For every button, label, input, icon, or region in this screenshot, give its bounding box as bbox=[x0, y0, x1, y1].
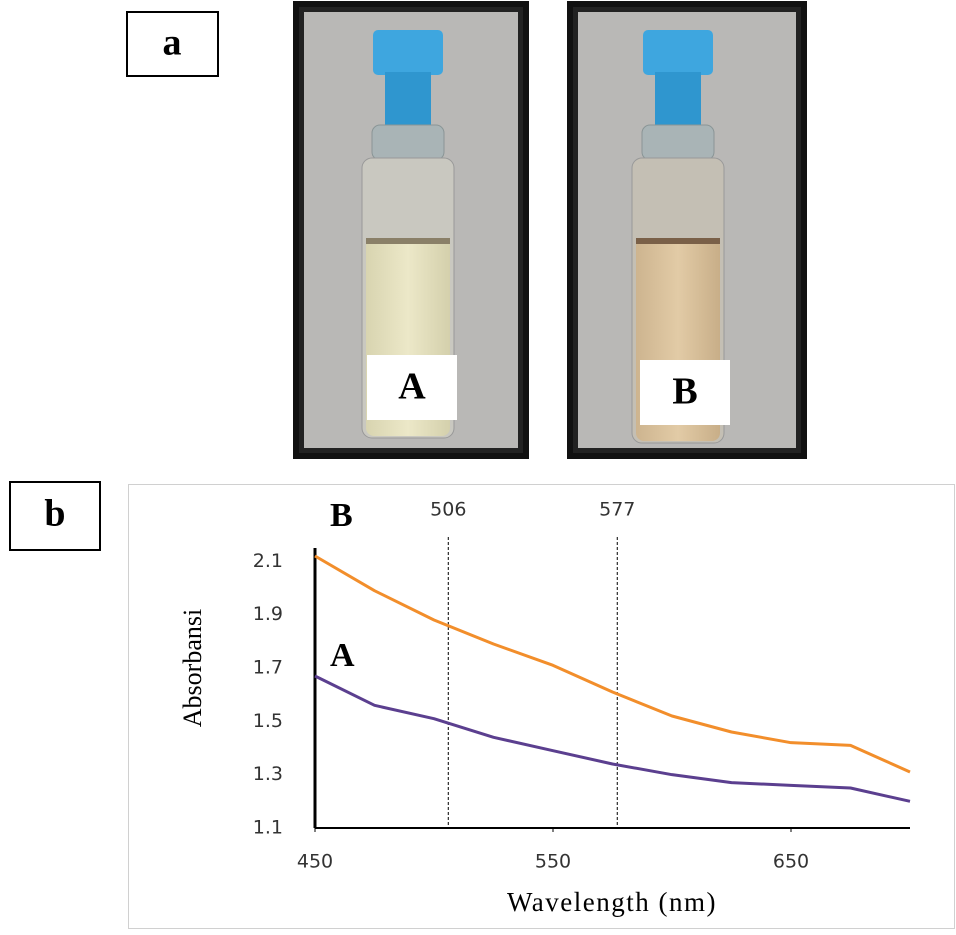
y-tick-label: 1.7 bbox=[253, 657, 283, 679]
figure: a A B b 1.1 1.3 1.5 1.7 1.9 2.1 450 550 650 506 57… bbox=[0, 0, 956, 930]
photo-label: B bbox=[672, 371, 697, 413]
photo-label: A bbox=[398, 366, 426, 408]
x-tick-label: 650 bbox=[773, 851, 809, 873]
panel-label: b bbox=[44, 493, 65, 535]
panel-label: a bbox=[163, 22, 182, 64]
reference-label: 577 bbox=[599, 499, 635, 521]
reference-label: 506 bbox=[430, 499, 466, 521]
y-tick-label: 1.5 bbox=[253, 710, 283, 732]
y-tick-label: 1.3 bbox=[253, 763, 283, 785]
series-label: A bbox=[330, 637, 355, 674]
y-tick-label: 2.1 bbox=[253, 550, 283, 572]
series-label: B bbox=[330, 497, 353, 534]
x-axis-label: Wavelength (nm) bbox=[507, 887, 717, 917]
y-tick-label: 1.9 bbox=[253, 603, 283, 625]
y-axis-label: Absorbansi bbox=[178, 609, 207, 727]
y-tick-label: 1.1 bbox=[253, 817, 283, 839]
x-tick-label: 450 bbox=[297, 851, 333, 873]
x-tick-label: 550 bbox=[535, 851, 571, 873]
